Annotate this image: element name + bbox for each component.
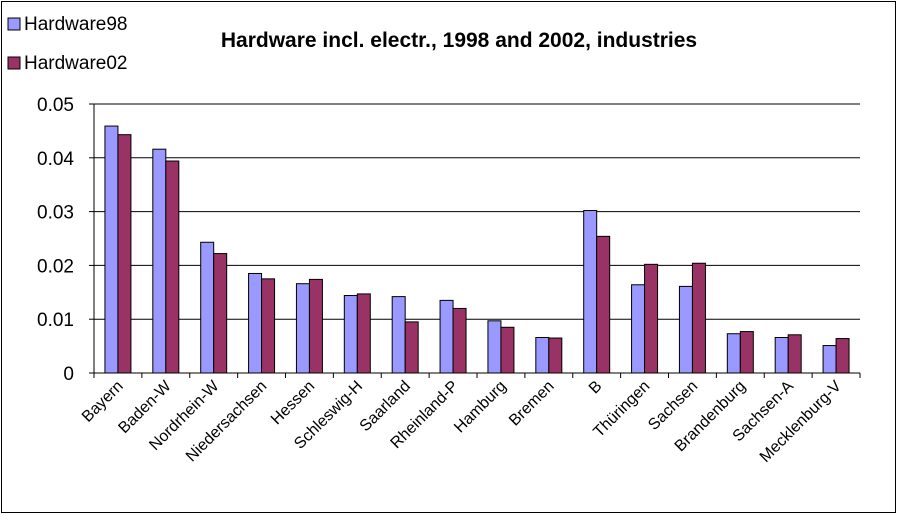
y-tick-label: 0.02 [37, 256, 74, 277]
bar-hardware02-10 [596, 235, 611, 374]
bar-hardware02-5 [356, 293, 371, 374]
y-tick-label: 0 [63, 364, 74, 385]
bar-hardware98-4 [295, 283, 310, 374]
legend-swatch-hardware02 [7, 56, 21, 70]
y-tick-label: 0.01 [37, 310, 74, 331]
legend-swatch-hardware98 [7, 17, 21, 31]
x-tick-label: Mecklenburg-V [757, 378, 845, 466]
bar-hardware02-2 [213, 253, 228, 374]
y-tick-label: 0.05 [37, 95, 74, 116]
x-tick-label: Bayern [79, 378, 127, 426]
legend: Hardware98 Hardware02 [7, 14, 128, 74]
bar-hardware98-13 [726, 333, 741, 374]
bar-hardware02-7 [452, 307, 467, 374]
bars [104, 125, 850, 374]
bar-hardware02-15 [835, 338, 850, 374]
x-tick-label: Hamburg [451, 378, 510, 437]
bar-hardware98-14 [774, 336, 789, 374]
chart-title: Hardware incl. electr., 1998 and 2002, i… [221, 29, 697, 52]
bar-hardware98-1 [152, 148, 167, 374]
y-tick-label: 0.03 [37, 203, 74, 224]
axes [93, 104, 861, 378]
bar-hardware98-3 [248, 272, 263, 374]
bar-hardware98-2 [200, 241, 215, 374]
x-tick-labels: BayernBaden-WNordrhein-WNiedersachsenHes… [79, 377, 845, 466]
bar-hardware98-0 [104, 125, 119, 374]
x-tick-label: B [586, 378, 606, 398]
bar-hardware98-5 [343, 295, 358, 374]
bar-hardware98-9 [535, 336, 550, 374]
bar-hardware02-0 [117, 134, 132, 374]
bar-hardware98-8 [487, 320, 502, 374]
bar-hardware02-1 [165, 160, 180, 374]
bar-hardware02-8 [500, 326, 515, 374]
x-tick-label: Bremen [506, 378, 558, 430]
bar-hardware02-14 [787, 334, 802, 374]
bar-hardware98-12 [678, 285, 693, 374]
bar-hardware02-3 [261, 278, 276, 374]
legend-label-hardware02: Hardware02 [24, 53, 128, 74]
bar-hardware98-7 [439, 299, 454, 374]
bar-hardware02-12 [691, 262, 706, 374]
bar-hardware98-6 [391, 296, 406, 374]
bar-hardware02-4 [308, 278, 323, 374]
y-tick-label: 0.04 [37, 149, 74, 170]
bar-hardware02-13 [739, 331, 754, 374]
y-tick-labels: 0 0.01 0.02 0.03 0.04 0.05 [37, 95, 94, 385]
bar-hardware98-15 [822, 345, 837, 374]
bar-hardware02-9 [548, 337, 563, 374]
legend-label-hardware98: Hardware98 [24, 14, 128, 35]
bar-hardware98-11 [631, 284, 646, 374]
bar-hardware98-10 [583, 210, 598, 374]
bar-hardware02-6 [404, 321, 419, 374]
bar-hardware02-11 [644, 263, 659, 374]
